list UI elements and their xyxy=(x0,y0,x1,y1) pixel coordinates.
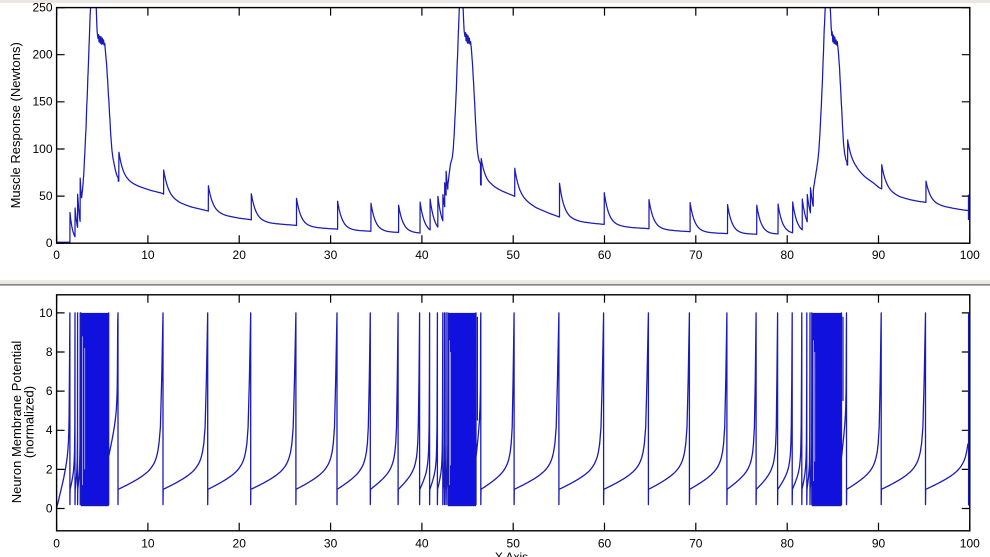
svg-text:150: 150 xyxy=(32,95,52,109)
svg-text:90: 90 xyxy=(872,248,886,262)
svg-text:50: 50 xyxy=(507,248,521,262)
svg-text:70: 70 xyxy=(689,248,703,262)
svg-text:20: 20 xyxy=(233,248,247,262)
svg-text:250: 250 xyxy=(32,1,52,15)
svg-text:50: 50 xyxy=(39,189,53,203)
svg-text:2: 2 xyxy=(46,462,53,476)
svg-text:50: 50 xyxy=(507,537,521,551)
svg-text:200: 200 xyxy=(32,48,52,62)
svg-text:20: 20 xyxy=(233,537,247,551)
svg-text:40: 40 xyxy=(415,248,429,262)
svg-text:4: 4 xyxy=(46,423,53,437)
svg-text:X Axis: X Axis xyxy=(495,550,528,557)
svg-text:Muscle Response (Newtons): Muscle Response (Newtons) xyxy=(8,42,23,208)
svg-text:0: 0 xyxy=(53,537,60,551)
svg-text:Neuron Membrane Potential: Neuron Membrane Potential xyxy=(9,341,24,504)
svg-text:60: 60 xyxy=(598,248,612,262)
svg-text:60: 60 xyxy=(598,537,612,551)
svg-text:(normalized): (normalized) xyxy=(22,386,37,458)
svg-text:90: 90 xyxy=(872,537,886,551)
svg-text:100: 100 xyxy=(960,537,980,551)
svg-text:8: 8 xyxy=(46,345,53,359)
svg-text:30: 30 xyxy=(324,537,338,551)
svg-text:10: 10 xyxy=(39,306,53,320)
svg-text:80: 80 xyxy=(781,248,795,262)
svg-text:70: 70 xyxy=(689,537,703,551)
svg-text:0: 0 xyxy=(53,248,60,262)
svg-text:30: 30 xyxy=(324,248,338,262)
svg-text:10: 10 xyxy=(141,248,155,262)
svg-text:10: 10 xyxy=(141,537,155,551)
svg-text:80: 80 xyxy=(781,537,795,551)
svg-text:100: 100 xyxy=(32,142,52,156)
svg-text:0: 0 xyxy=(46,501,53,515)
svg-text:100: 100 xyxy=(960,248,980,262)
svg-text:40: 40 xyxy=(415,537,429,551)
svg-text:0: 0 xyxy=(46,236,53,250)
svg-text:6: 6 xyxy=(46,384,53,398)
